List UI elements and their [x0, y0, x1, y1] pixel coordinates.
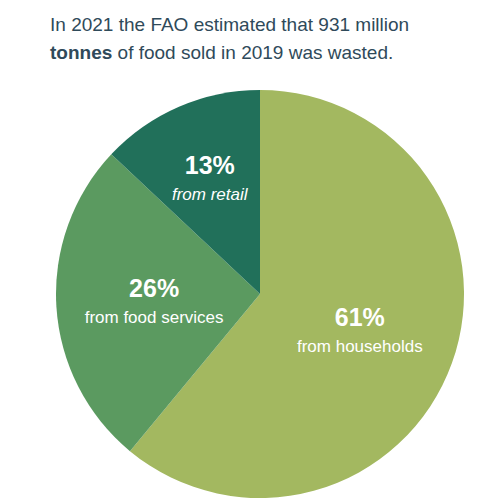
category-label: from retail [172, 185, 249, 204]
slices [56, 90, 464, 498]
data-label: 61% [335, 303, 385, 331]
chart: In 2021 the FAO estimated that 931 milli… [0, 0, 500, 500]
title: In 2021 the FAO estimated that 931 milli… [50, 14, 409, 63]
category-label: from households [297, 337, 423, 356]
pie-slice [111, 90, 260, 294]
category-label: from food services [85, 308, 224, 327]
pie-slice [56, 154, 260, 451]
labels: 61% from households 26% from food services 1… [85, 151, 423, 356]
chart-container: In 2021 the FAO estimated that 931 milli… [0, 0, 500, 500]
data-label: 13% [185, 151, 235, 179]
data-label: 26% [129, 274, 179, 302]
